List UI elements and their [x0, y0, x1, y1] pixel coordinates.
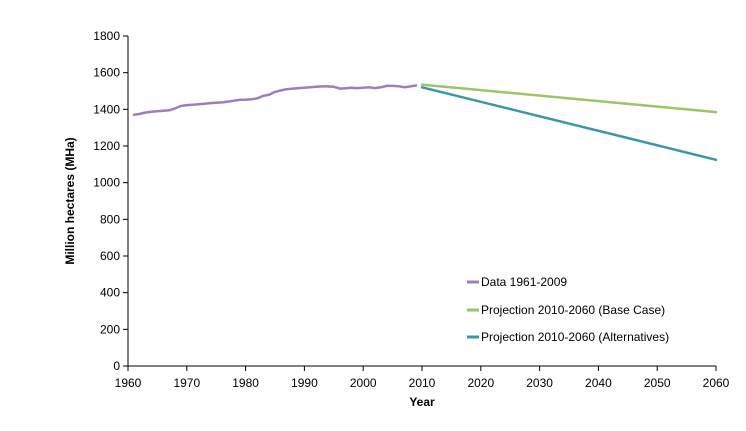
y-tick-label: 1800 — [93, 29, 120, 43]
x-tick-label: 2000 — [350, 376, 377, 390]
legend-item-alternatives: Projection 2010-2060 (Alternatives) — [467, 330, 669, 344]
y-tick-label: 1000 — [93, 176, 120, 190]
legend-item-data: Data 1961-2009 — [467, 275, 567, 289]
x-tick-label: 2020 — [467, 376, 494, 390]
y-tick-label: 0 — [113, 359, 120, 373]
x-tick-label: 1990 — [291, 376, 318, 390]
series-line-base-case — [420, 83, 718, 114]
y-tick-label: 800 — [100, 212, 120, 226]
y-tick-label: 1600 — [93, 66, 120, 80]
legend: Data 1961-2009 Projection 2010-2060 (Bas… — [467, 275, 669, 344]
x-axis-title: Year — [409, 395, 435, 409]
x-tick-label: 2050 — [644, 376, 671, 390]
y-tick-label: 1400 — [93, 102, 120, 116]
x-tick-label: 2060 — [703, 376, 730, 390]
y-axis-ticks: 0 200 400 600 800 1000 1200 1400 1600 1800 — [93, 29, 128, 373]
x-tick-label: 1970 — [173, 376, 200, 390]
legend-label-alternatives: Projection 2010-2060 (Alternatives) — [481, 330, 669, 344]
y-tick-label: 1200 — [93, 139, 120, 153]
y-axis-title: Million hectares (MHa) — [63, 137, 77, 264]
x-tick-label: 1980 — [232, 376, 259, 390]
x-tick-label: 1960 — [115, 376, 142, 390]
x-tick-label: 2010 — [409, 376, 436, 390]
y-tick-label: 200 — [100, 322, 120, 336]
series-lines — [132, 83, 718, 162]
legend-item-base-case: Projection 2010-2060 (Base Case) — [467, 303, 665, 317]
x-tick-label: 2030 — [526, 376, 553, 390]
legend-label-base-case: Projection 2010-2060 (Base Case) — [481, 303, 665, 317]
y-tick-label: 600 — [100, 249, 120, 263]
legend-label-data: Data 1961-2009 — [481, 275, 567, 289]
x-axis-ticks: 1960 1970 1980 1990 2000 2010 2020 2030 2040 2050… — [115, 366, 730, 390]
x-tick-label: 2040 — [585, 376, 612, 390]
series-line-alternatives — [420, 86, 718, 162]
series-line-data — [132, 84, 418, 117]
y-tick-label: 400 — [100, 286, 120, 300]
